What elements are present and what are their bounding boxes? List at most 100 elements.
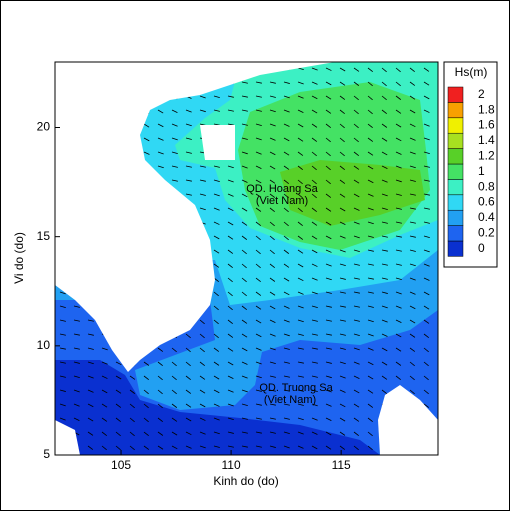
direction-arrow: [213, 249, 220, 254]
direction-arrow: [395, 179, 402, 183]
direction-arrow: [409, 263, 416, 267]
direction-arrow: [311, 305, 318, 308]
direction-arrow: [423, 137, 430, 141]
direction-arrow: [241, 403, 248, 406]
direction-arrow: [283, 263, 290, 268]
direction-arrow: [269, 193, 276, 198]
direction-arrow: [381, 165, 388, 169]
direction-arrow: [297, 403, 304, 406]
direction-arrow: [59, 403, 66, 407]
direction-arrow: [325, 249, 332, 253]
direction-arrow: [269, 109, 276, 113]
direction-arrow: [409, 249, 416, 252]
direction-arrow: [227, 193, 234, 197]
direction-arrow: [325, 193, 332, 198]
direction-arrow: [395, 263, 402, 266]
direction-arrow: [283, 277, 290, 282]
direction-arrow: [199, 179, 206, 182]
direction-arrow: [381, 221, 388, 224]
direction-arrow: [297, 95, 304, 99]
direction-arrow: [73, 319, 80, 322]
direction-arrow: [409, 221, 416, 224]
direction-arrow: [339, 403, 346, 408]
direction-arrow: [283, 165, 290, 170]
colorbar-label: 1.6: [478, 118, 495, 132]
direction-arrow: [73, 417, 80, 422]
direction-arrow: [213, 403, 220, 407]
direction-arrow: [283, 305, 290, 309]
direction-arrow: [241, 305, 248, 310]
direction-arrow: [311, 319, 318, 322]
direction-arrow: [353, 263, 360, 266]
direction-arrow: [269, 375, 276, 378]
direction-arrow: [297, 305, 304, 309]
direction-arrow: [157, 417, 163, 423]
direction-arrow: [171, 361, 177, 367]
colorbar-cell: [447, 179, 464, 196]
direction-arrow: [171, 417, 178, 422]
direction-arrow: [157, 347, 164, 352]
direction-arrow: [395, 81, 401, 87]
direction-arrow: [143, 389, 149, 395]
colorbar-label: 2: [478, 87, 485, 101]
direction-arrow: [171, 445, 178, 450]
direction-arrow: [199, 403, 206, 408]
direction-arrow: [255, 165, 262, 169]
direction-arrow: [339, 319, 346, 322]
colorbar-label: 0.8: [478, 179, 495, 193]
direction-arrow: [325, 207, 332, 212]
direction-arrow: [311, 95, 318, 100]
direction-arrow: [423, 333, 430, 338]
direction-arrow: [269, 305, 276, 310]
direction-arrow: [381, 81, 387, 87]
direction-arrow: [269, 235, 275, 241]
direction-arrow: [87, 417, 94, 422]
direction-arrow: [283, 179, 290, 184]
direction-arrow: [353, 221, 360, 225]
colorbar-cell: [447, 163, 464, 180]
direction-arrow: [199, 333, 205, 339]
direction-arrow: [213, 305, 219, 311]
direction-arrow: [227, 347, 234, 352]
direction-arrow: [311, 249, 318, 254]
direction-arrow: [143, 417, 149, 423]
direction-arrow: [311, 263, 318, 267]
direction-arrow: [339, 263, 346, 267]
direction-arrow: [199, 165, 206, 168]
direction-arrow: [367, 179, 374, 184]
direction-arrow: [325, 221, 332, 226]
direction-arrow: [423, 319, 430, 324]
direction-arrow: [339, 137, 345, 143]
direction-arrow: [213, 389, 220, 394]
plot-frame: [54, 61, 439, 456]
direction-arrow: [241, 235, 248, 240]
direction-arrow: [157, 165, 164, 169]
direction-arrow: [87, 347, 94, 350]
direction-arrow: [241, 81, 248, 84]
direction-arrow: [423, 81, 430, 86]
direction-arrow: [297, 137, 304, 142]
direction-arrow: [143, 403, 149, 409]
direction-arrow: [395, 109, 402, 114]
direction-arrow: [339, 347, 346, 350]
y-tick-label: 10: [37, 338, 51, 352]
direction-arrow: [59, 347, 66, 350]
direction-arrow: [241, 249, 247, 255]
direction-arrow: [255, 179, 262, 184]
direction-arrow: [339, 291, 346, 294]
direction-arrow: [171, 375, 177, 381]
colorbar-title: Hs(m): [455, 65, 488, 79]
colorbar-label: 1.2: [478, 148, 495, 162]
direction-arrow: [409, 319, 416, 324]
direction-arrow: [339, 151, 345, 157]
direction-arrow: [87, 445, 94, 450]
direction-arrow: [199, 445, 206, 449]
direction-arrow: [241, 95, 248, 98]
direction-arrow: [353, 123, 359, 129]
direction-arrow: [353, 403, 360, 408]
direction-arrow: [227, 375, 234, 380]
direction-arrow: [381, 263, 388, 266]
direction-arrow: [255, 263, 261, 269]
direction-arrow: [297, 221, 303, 227]
